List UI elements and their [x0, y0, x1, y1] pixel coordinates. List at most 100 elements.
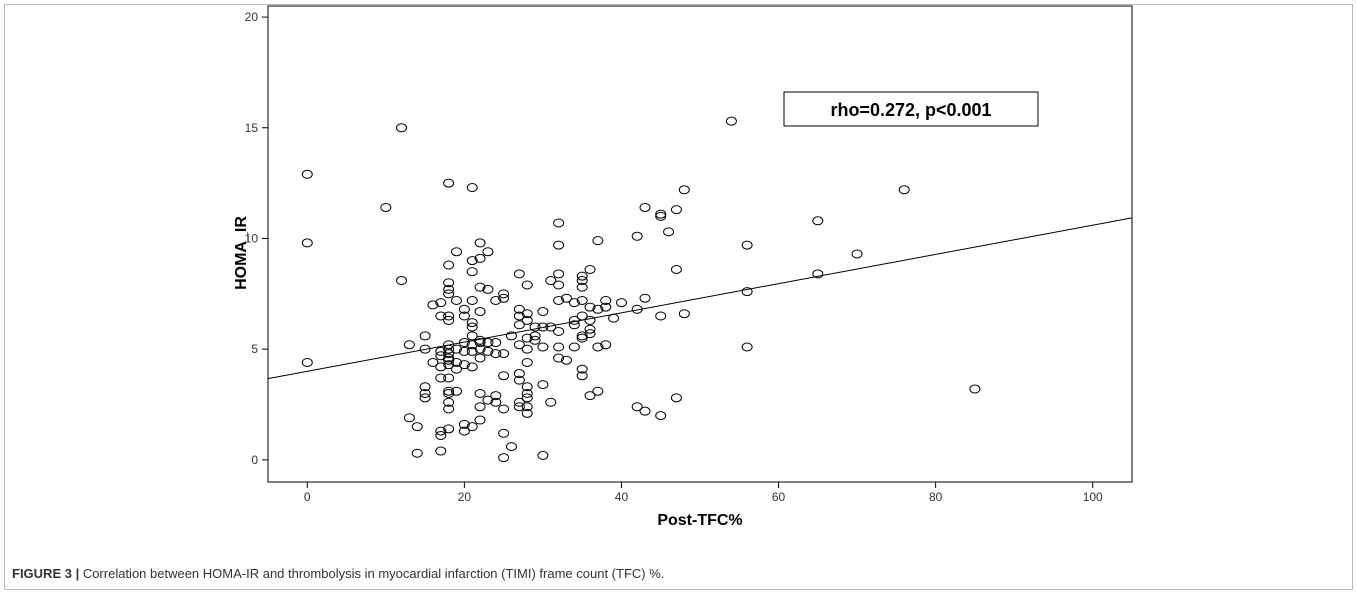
data-point [553, 326, 565, 336]
data-point [443, 260, 455, 270]
data-point [560, 293, 572, 303]
data-point [466, 422, 478, 432]
figure-caption: FIGURE 3 | Correlation between HOMA-IR a… [12, 566, 664, 581]
x-tick-label: 100 [1083, 490, 1103, 504]
data-point [584, 329, 596, 339]
data-point [631, 304, 643, 314]
data-point [513, 397, 525, 407]
data-point [725, 116, 737, 126]
data-point [490, 295, 502, 305]
data-point [474, 335, 486, 345]
data-point [678, 185, 690, 195]
data-point [403, 413, 415, 423]
data-point [553, 342, 565, 352]
data-point [592, 342, 604, 352]
data-point [474, 344, 486, 354]
data-point [396, 123, 408, 133]
x-tick-label: 40 [615, 490, 629, 504]
data-point [466, 318, 478, 328]
data-point [443, 373, 455, 383]
data-point [631, 231, 643, 241]
data-point [812, 269, 824, 279]
data-point [474, 238, 486, 248]
data-point [451, 357, 463, 367]
data-point [451, 247, 463, 257]
x-tick-label: 80 [929, 490, 943, 504]
data-point [435, 431, 447, 441]
data-point [584, 324, 596, 334]
annotation-box [783, 91, 1039, 127]
data-point [466, 362, 478, 372]
data-point [608, 313, 620, 323]
data-point [568, 315, 580, 325]
data-point [490, 391, 502, 401]
figure-frame [4, 4, 1353, 590]
data-point [474, 338, 486, 348]
data-point [576, 295, 588, 305]
data-point [490, 349, 502, 359]
data-point [419, 388, 431, 398]
data-point [513, 304, 525, 314]
data-point [474, 353, 486, 363]
data-point [576, 282, 588, 292]
data-point [655, 209, 667, 219]
data-point [482, 346, 494, 356]
data-point [443, 360, 455, 370]
data-point [411, 448, 423, 458]
data-point [435, 426, 447, 436]
data-point [482, 395, 494, 405]
data-point [576, 311, 588, 321]
x-tick-label: 0 [304, 490, 311, 504]
data-point [513, 340, 525, 350]
data-point [443, 397, 455, 407]
data-point [482, 284, 494, 294]
data-point [498, 404, 510, 414]
data-point [851, 249, 863, 259]
data-point [466, 267, 478, 277]
data-point [301, 357, 313, 367]
data-point [576, 364, 588, 374]
data-point [639, 406, 651, 416]
data-point [419, 344, 431, 354]
data-point [458, 304, 470, 314]
data-point [419, 331, 431, 341]
data-point [812, 216, 824, 226]
data-point [529, 331, 541, 341]
data-point [568, 298, 580, 308]
data-point [678, 309, 690, 319]
x-axis-label: Post-TFC% [657, 512, 742, 529]
data-point [443, 311, 455, 321]
data-point [592, 304, 604, 314]
data-point [969, 384, 981, 394]
data-point [639, 293, 651, 303]
data-point [482, 247, 494, 257]
data-point [655, 311, 667, 321]
data-point [458, 426, 470, 436]
data-point [458, 346, 470, 356]
data-point [576, 371, 588, 381]
data-point [451, 364, 463, 374]
data-point [553, 240, 565, 250]
data-point [553, 269, 565, 279]
data-point [505, 442, 517, 452]
data-point [458, 311, 470, 321]
data-point [443, 178, 455, 188]
data-point [380, 202, 392, 212]
data-point [474, 402, 486, 412]
data-point [545, 397, 557, 407]
data-point [458, 338, 470, 348]
y-tick-label: 20 [245, 10, 259, 24]
data-point [301, 169, 313, 179]
data-point [443, 344, 455, 354]
data-point [560, 355, 572, 365]
data-point [474, 415, 486, 425]
data-point [584, 302, 596, 312]
y-tick-label: 15 [245, 121, 259, 135]
data-point [553, 280, 565, 290]
data-point [513, 375, 525, 385]
data-point [443, 284, 455, 294]
data-point [545, 276, 557, 286]
data-point [529, 335, 541, 345]
figure-label: FIGURE 3 | [12, 566, 80, 581]
data-point [521, 344, 533, 354]
